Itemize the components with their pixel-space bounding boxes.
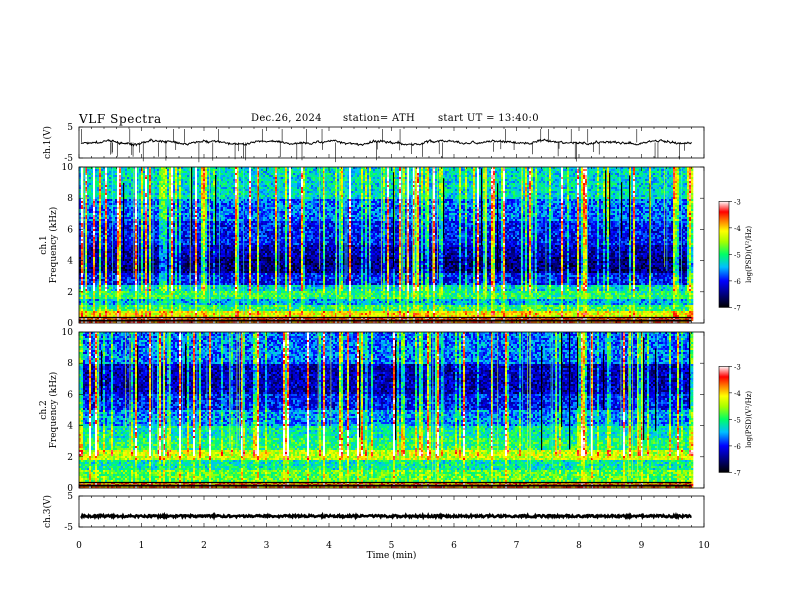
xtick-label-2: 2 bbox=[201, 541, 207, 551]
ch1-colorbar: -3 -4 -5 -6 -7 log(PSD)(V²/Hz) bbox=[718, 198, 753, 312]
colorbar-2-tick-3: -6 bbox=[734, 443, 741, 451]
xtick-label-1: 1 bbox=[139, 541, 145, 551]
colorbar-1-label: log(PSD)(V²/Hz) bbox=[745, 226, 753, 283]
spectrogram-1-ytick-2: 4 bbox=[67, 257, 73, 267]
xtick-label-5: 5 bbox=[389, 541, 395, 551]
xtick-label-4: 4 bbox=[326, 541, 332, 551]
waveform-3-ytick-1: -5 bbox=[64, 523, 73, 533]
xtick-label-3: 3 bbox=[264, 541, 270, 551]
ch2-spectrogram-panel: 0 2 4 6 8 10 ch.2Frequency (kHz) bbox=[39, 328, 705, 494]
spectrogram-1-ytick-0: 0 bbox=[67, 319, 73, 329]
spectrogram-2-ytick-3: 6 bbox=[67, 390, 73, 400]
colorbar-1-tick-2: -5 bbox=[734, 251, 741, 259]
spectrogram-1-ytick-3: 6 bbox=[67, 225, 73, 235]
spectrogram-2-ytick-1: 2 bbox=[67, 453, 73, 463]
xtick-label-8: 8 bbox=[576, 541, 582, 551]
spectrogram-2-ytick-5: 10 bbox=[62, 328, 74, 338]
waveform-3-ylabel: ch.3(V) bbox=[42, 495, 53, 528]
spectrogram-1-ytick-5: 10 bbox=[62, 163, 74, 173]
colorbar-2-tick-0: -3 bbox=[734, 363, 741, 371]
colorbar-2-tick-1: -4 bbox=[734, 390, 741, 398]
waveform-1-trace bbox=[80, 138, 692, 147]
spectrogram-1-ylabel: ch.1Frequency (kHz) bbox=[39, 207, 59, 284]
xtick-label-10: 10 bbox=[698, 541, 710, 551]
spectrogram-1-cells bbox=[79, 167, 694, 324]
colorbar-1-tick-0: -3 bbox=[734, 198, 741, 206]
colorbar-1-tick-3: -6 bbox=[734, 278, 741, 286]
time-axis: 0 1 2 3 4 5 6 7 8 9 10 Time (min) bbox=[76, 541, 710, 561]
date-label: Dec.26, 2024 bbox=[251, 113, 322, 124]
spectrogram-2-cells bbox=[79, 332, 694, 489]
spectrogram-2-ylabel: ch.2Frequency (kHz) bbox=[39, 372, 59, 449]
waveform-1-ytick-0: 5 bbox=[67, 123, 73, 133]
spectrogram-1-ytick-4: 8 bbox=[67, 194, 73, 204]
xtick-label-6: 6 bbox=[451, 541, 457, 551]
ch3-waveform-panel: 5 -5 ch.3(V) bbox=[42, 492, 705, 533]
figure-title: VLF Spectra bbox=[79, 112, 162, 126]
colorbar-2-tick-4: -7 bbox=[734, 469, 741, 477]
colorbar-1-tick-1: -4 bbox=[734, 225, 741, 233]
waveform-3-ytick-0: 5 bbox=[67, 492, 73, 502]
x-axis-label: Time (min) bbox=[367, 550, 417, 561]
colorbar-1-tick-4: -7 bbox=[734, 304, 741, 312]
xtick-label-7: 7 bbox=[514, 541, 520, 551]
spectrogram-2-ytick-0: 0 bbox=[67, 484, 73, 494]
colorbar-1-scale bbox=[718, 201, 730, 308]
waveform-3-trace bbox=[80, 511, 692, 521]
waveform-1-ytick-1: -5 bbox=[64, 154, 73, 164]
waveform-1-ylabel: ch.1(V) bbox=[42, 126, 53, 159]
station-label: station= ATH bbox=[343, 113, 415, 124]
start-time-label: start UT = 13:40:0 bbox=[438, 113, 539, 124]
spectrogram-1-ytick-1: 2 bbox=[67, 288, 73, 298]
colorbar-2-scale bbox=[718, 366, 730, 473]
ch2-colorbar: -3 -4 -5 -6 -7 log(PSD)(V²/Hz) bbox=[718, 363, 753, 477]
waveform-frame-3 bbox=[78, 495, 705, 528]
xtick-label-9: 9 bbox=[639, 541, 645, 551]
ch1-waveform-panel: 5 -5 ch.1(V) bbox=[42, 123, 705, 164]
spectrogram-2-ytick-4: 8 bbox=[67, 359, 73, 369]
colorbar-2-label: log(PSD)(V²/Hz) bbox=[745, 391, 753, 448]
ch1-spectrogram-panel: 0 2 4 6 8 10 ch.1Frequency (kHz) bbox=[39, 163, 705, 329]
spectrogram-2-ytick-2: 4 bbox=[67, 422, 73, 432]
colorbar-2-tick-2: -5 bbox=[734, 416, 741, 424]
xtick-label-0: 0 bbox=[76, 541, 82, 551]
